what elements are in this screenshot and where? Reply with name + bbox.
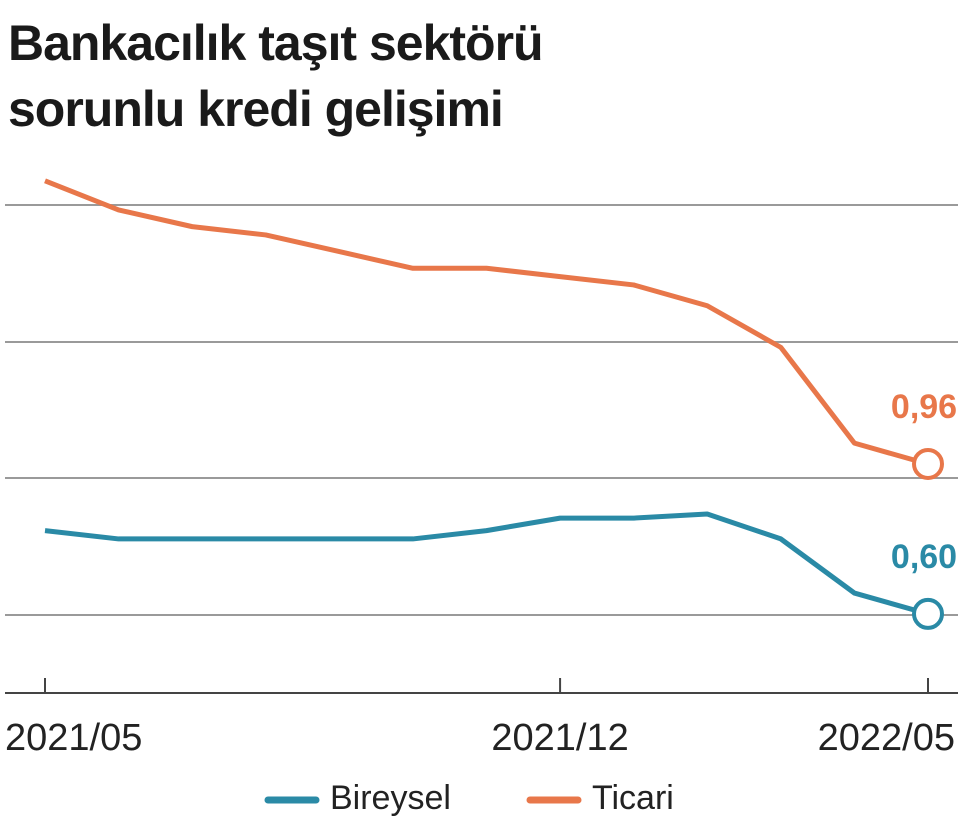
x-tick-label: 2021/12 — [491, 717, 628, 759]
series-line — [44, 178, 929, 467]
legend-label: Bireysel — [330, 779, 451, 817]
series-line — [44, 511, 929, 617]
end-marker — [912, 447, 944, 480]
end-marker — [912, 597, 944, 630]
value-label: 0,96 — [891, 388, 957, 426]
x-tick-label: 2021/05 — [5, 717, 142, 759]
chart-title: Bankacılık taşıt sektörü sorunlu kredi g… — [8, 15, 544, 137]
x-tick-label: 2022/05 — [818, 717, 955, 759]
legend-label: Ticari — [592, 779, 674, 817]
value-label: 0,60 — [891, 538, 957, 576]
grid — [5, 204, 958, 616]
